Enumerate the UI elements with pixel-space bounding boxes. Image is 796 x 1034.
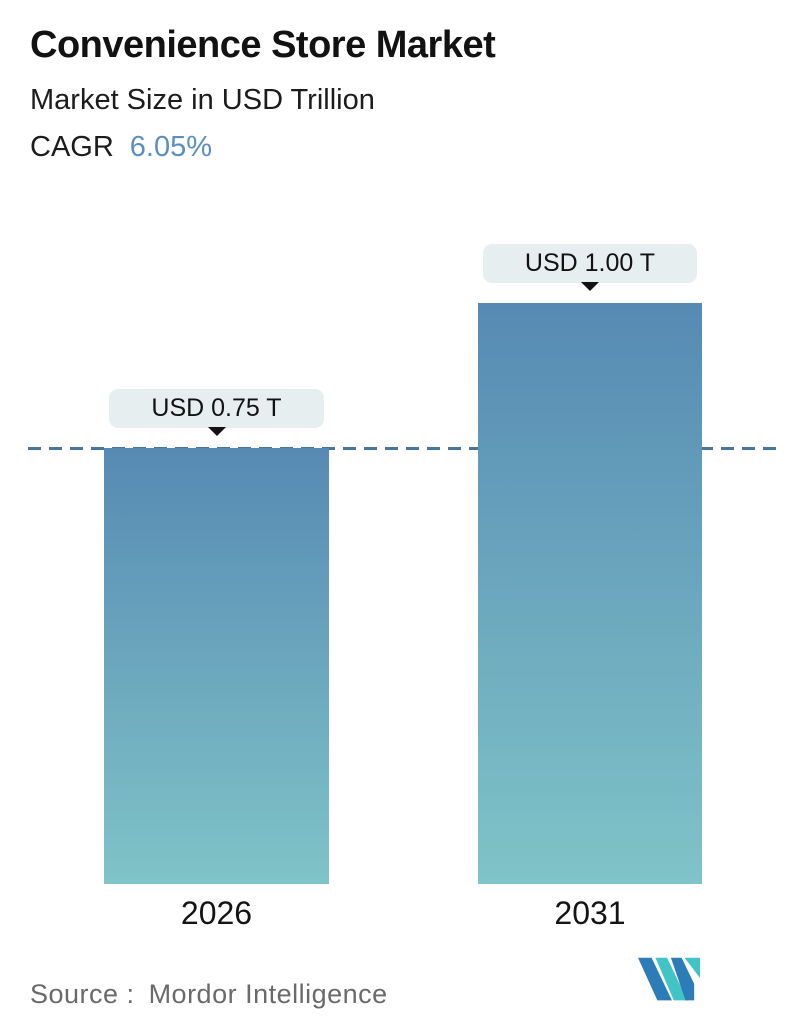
- source-label: Source :: [30, 979, 135, 1009]
- mordor-intelligence-logo-icon: [638, 957, 700, 1001]
- bar-group-2026: USD 0.75 T 2026: [104, 389, 329, 931]
- tooltip-pointer-icon: [580, 282, 600, 291]
- value-tooltip: USD 1.00 T: [482, 244, 698, 291]
- cagr-value: 6.05%: [129, 130, 213, 163]
- source-attribution: Source : Mordor Intelligence: [30, 979, 388, 1010]
- x-axis-label-2026: 2026: [180, 895, 253, 931]
- cagr-label: CAGR: [30, 130, 114, 163]
- chart-subtitle: Market Size in USD Trillion: [30, 83, 375, 116]
- x-axis-label-2031: 2031: [554, 895, 626, 931]
- value-tooltip-label: USD 1.00 T: [524, 249, 656, 277]
- bar-group-2031: USD 1.00 T 2031: [478, 244, 702, 931]
- page-title: Convenience Store Market: [30, 24, 496, 66]
- value-tooltip: USD 0.75 T: [109, 389, 324, 436]
- source-value: Mordor Intelligence: [148, 979, 388, 1009]
- value-tooltip-label: USD 0.75 T: [151, 394, 282, 422]
- tooltip-pointer-icon: [206, 427, 227, 436]
- cagr-line: CAGR 6.05%: [30, 131, 766, 164]
- reference-dashed-line: [28, 447, 782, 450]
- chart-header: Convenience Store Market Market Size in …: [30, 24, 766, 164]
- bar-2026: [104, 448, 329, 884]
- bar-2031: [478, 303, 702, 884]
- chart-footer: Source : Mordor Intelligence: [30, 957, 766, 1012]
